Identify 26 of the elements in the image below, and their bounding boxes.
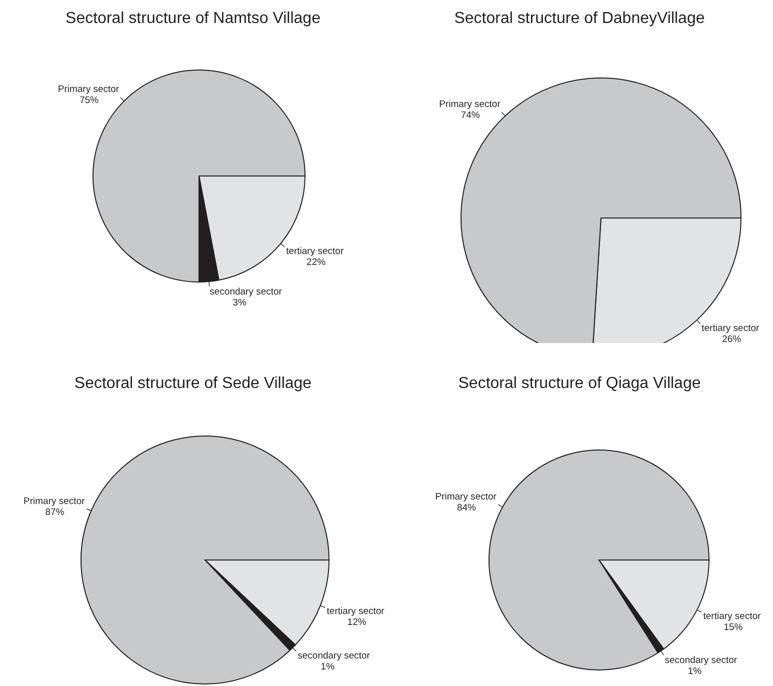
chart-title: Sectoral structure of Namtso Village <box>64 10 322 28</box>
slice-label: tertiary sector <box>326 606 384 618</box>
data-label: 3% <box>232 298 248 308</box>
data-label: 74% <box>460 110 480 121</box>
data-label: 1% <box>320 662 336 673</box>
slice-label: Primary sector <box>58 84 120 96</box>
chart-title: Sectoral structure of DabneyVillage <box>453 10 706 28</box>
slice-label: Primary sector <box>24 496 85 507</box>
data-label: 12% <box>347 617 367 628</box>
data-label: 26% <box>722 334 742 346</box>
data-label: 22% <box>306 257 326 268</box>
slice-label: Primary sector <box>439 98 500 110</box>
chart-title: Sectoral structure of Qiaga Village <box>457 375 702 393</box>
slice-label: secondary sector <box>664 654 738 666</box>
data-label: 87% <box>45 506 65 518</box>
data-label: 1% <box>688 666 702 677</box>
slice-label: secondary sector <box>210 286 282 298</box>
slice-label: Primary sector <box>435 492 496 503</box>
slice-label: tertiary sector <box>703 611 761 622</box>
data-label: 75% <box>80 95 100 106</box>
data-label: 15% <box>724 622 744 634</box>
chart-title: Sectoral structure of Sede Village <box>73 375 313 393</box>
slice-label: secondary sector <box>298 650 370 662</box>
slice-label: tertiary sector <box>286 246 344 258</box>
data-label: 84% <box>456 502 477 514</box>
slice-label: tertiary sector <box>702 323 760 334</box>
